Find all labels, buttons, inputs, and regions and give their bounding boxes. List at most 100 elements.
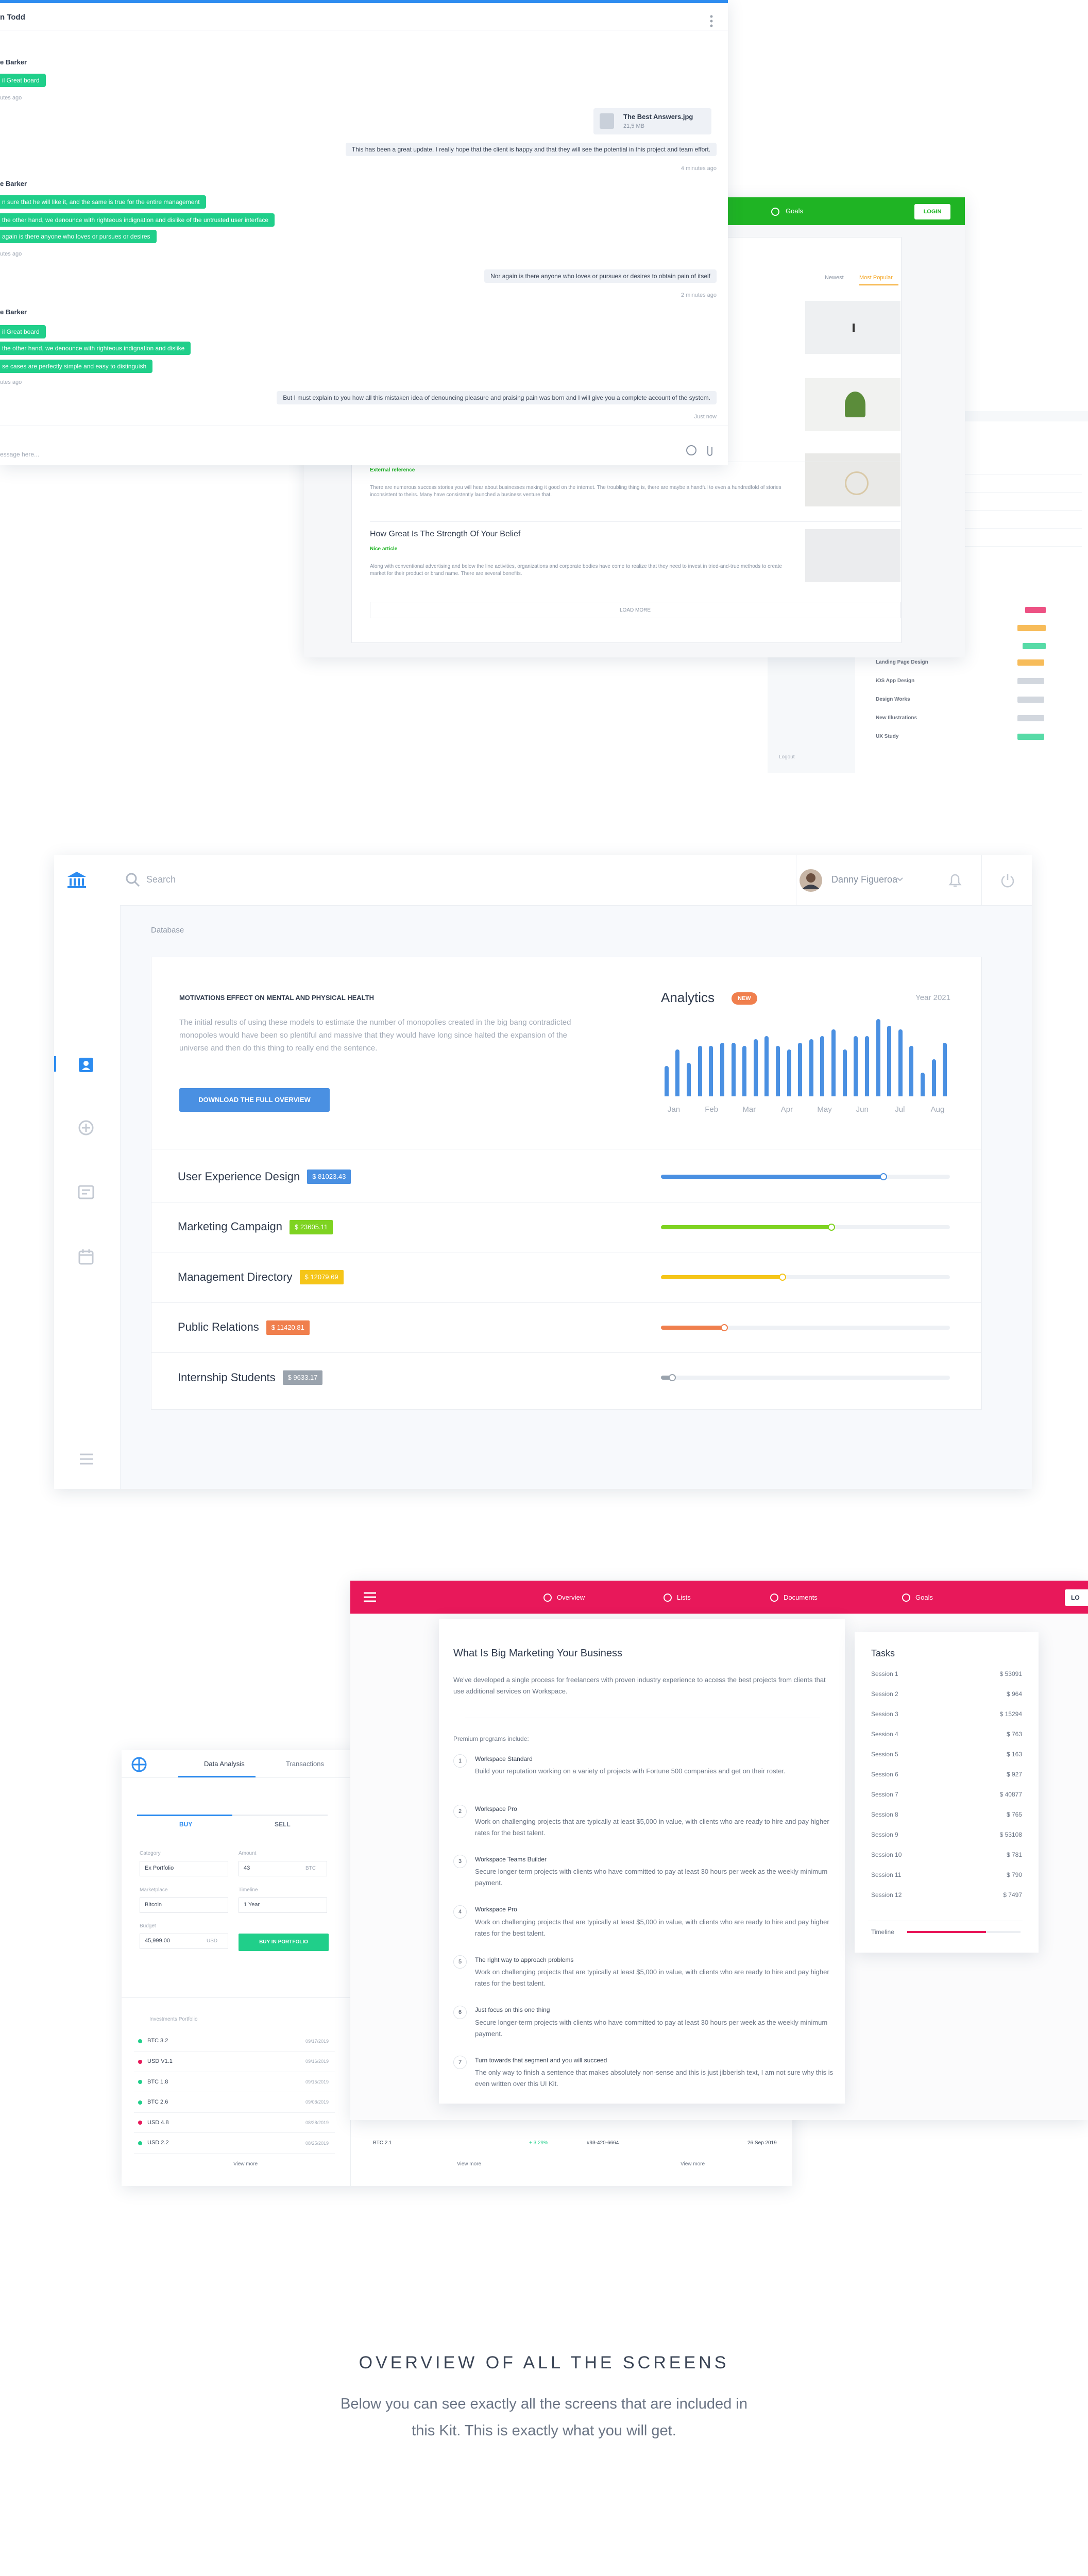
month-label: Jan: [667, 1105, 681, 1114]
program-text: Secure longer-term projects with clients…: [475, 2018, 828, 2038]
tab[interactable]: Transactions: [286, 1760, 324, 1768]
message-time: utes ago: [0, 95, 22, 101]
nav-item[interactable]: Goals: [786, 207, 803, 215]
nav-item[interactable]: Overview: [557, 1594, 585, 1602]
table-row-line: [855, 510, 1082, 511]
asset-date: 09/16/2019: [305, 2059, 329, 2064]
article-intro: We've developed a single process for fre…: [453, 1676, 826, 1695]
field-value: 1 Year: [244, 1902, 260, 1908]
nav-item[interactable]: Lists: [677, 1594, 691, 1602]
tab[interactable]: Data Analysis: [204, 1760, 245, 1768]
program-text: Secure longer-term projects with clients…: [475, 1868, 828, 1887]
field-box[interactable]: [239, 1861, 327, 1876]
task-name: Session 9: [871, 1831, 898, 1838]
message-bubble: se cases are perfectly simple and easy t…: [0, 360, 153, 373]
status-pill: [1017, 678, 1044, 684]
sell-tab[interactable]: SELL: [275, 1820, 291, 1828]
analytics-bar: [675, 1049, 680, 1096]
article-tag: External reference: [370, 467, 415, 473]
task-value: $ 40877: [999, 1790, 1022, 1798]
field-box[interactable]: [140, 1861, 228, 1876]
login-button[interactable]: LOGIN: [914, 204, 950, 219]
table-row-line: [855, 528, 1082, 529]
chevron[interactable]: [896, 877, 904, 882]
marketing-panel: Overview Lists Documents Goals LO What Is Big…: [350, 1581, 1088, 2120]
amount-badge: $ 23605.11: [289, 1219, 333, 1234]
topbar: [120, 855, 1032, 906]
status-dot: [138, 2100, 142, 2105]
view-more-link[interactable]: View more: [233, 2161, 258, 2167]
menu-icon[interactable]: [363, 1592, 377, 1602]
menu-icon[interactable]: [79, 1453, 94, 1465]
sender-name: e Barker: [0, 58, 27, 66]
amount-badge: $ 12079.69: [299, 1270, 344, 1284]
nav-icon[interactable]: [77, 1056, 95, 1074]
nav-icon: [543, 1594, 552, 1602]
buy-tab[interactable]: BUY: [179, 1820, 193, 1828]
task-name: Session 2: [871, 1690, 898, 1698]
nav-icon[interactable]: [77, 1119, 95, 1137]
load-more-button[interactable]: LOAD MORE: [370, 602, 900, 618]
analytics-bar: [820, 1036, 825, 1096]
row-divider: [134, 2153, 335, 2154]
search-input[interactable]: Search: [146, 874, 176, 885]
task-value: $ 163: [1006, 1750, 1022, 1758]
download-button[interactable]: DOWNLOAD THE FULL OVERVIEW: [179, 1088, 330, 1112]
analytics-bar: [775, 1046, 780, 1096]
nav-icon[interactable]: [77, 1183, 95, 1201]
view-more-link[interactable]: View more: [681, 2161, 705, 2167]
tab[interactable]: Newest: [825, 275, 844, 281]
status-pill: [1017, 659, 1044, 666]
asset-date: 08/25/2019: [305, 2140, 329, 2146]
analytics-bar: [720, 1042, 724, 1096]
menu-icon[interactable]: [709, 14, 714, 28]
program-title: Workspace Pro: [475, 1805, 517, 1813]
task-value: $ 781: [1006, 1851, 1022, 1858]
message-input[interactable]: essage here...: [0, 450, 40, 458]
row-name: Internship Students: [178, 1370, 276, 1384]
view-more-link[interactable]: View more: [457, 2161, 482, 2167]
avatar[interactable]: [799, 869, 823, 892]
status-pill: [1017, 715, 1044, 721]
logout-link[interactable]: Logout: [779, 754, 795, 760]
file-thumb: [600, 113, 614, 129]
nav-icon[interactable]: [77, 1248, 95, 1266]
amount-badge: $ 11420.81: [266, 1320, 310, 1335]
task-value: $ 964: [1006, 1690, 1022, 1698]
buy-button[interactable]: BUY IN PORTFOLIO: [239, 1934, 329, 1951]
asset-name: USD V1.1: [147, 2058, 173, 2064]
asset-name: USD 4.8: [147, 2119, 169, 2126]
nav-item[interactable]: Goals: [915, 1594, 933, 1602]
message-bubble: the other hand, we denounce with righteo…: [0, 342, 191, 355]
field-label: Marketplace: [140, 1887, 168, 1893]
message-time: 2 minutes ago: [681, 292, 717, 299]
task-value: $ 53108: [999, 1831, 1022, 1838]
project-name: iOS App Design: [876, 678, 915, 684]
analytics-bar: [753, 1039, 758, 1096]
logo[interactable]: [131, 1756, 147, 1773]
file-size: 21,5 MB: [623, 123, 644, 130]
user-name[interactable]: Danny Figueroa: [831, 874, 898, 885]
tab[interactable]: Most Popular: [859, 275, 893, 281]
divider: [137, 1815, 328, 1816]
login-button[interactable]: LO: [1065, 1589, 1088, 1606]
field-box[interactable]: [140, 1934, 228, 1949]
power-icon[interactable]: [1000, 872, 1015, 889]
progress-fill: [661, 1225, 831, 1229]
nav-item[interactable]: Documents: [784, 1594, 818, 1602]
field-box[interactable]: [140, 1897, 228, 1913]
project-name: Landing Page Design: [876, 659, 928, 665]
input-icons[interactable]: [685, 444, 716, 456]
project-pill: [1023, 643, 1046, 649]
field-box[interactable]: [239, 1897, 327, 1913]
nav-icon: [902, 1594, 910, 1602]
bell-icon[interactable]: [947, 872, 963, 889]
message-bubble: again is there anyone who loves or pursu…: [0, 230, 157, 243]
article-title[interactable]: How Great Is The Strength Of Your Belief: [370, 530, 521, 539]
article-card: [439, 1619, 845, 2104]
month-label: Feb: [705, 1105, 719, 1114]
logo[interactable]: [66, 871, 87, 889]
asset-name: BTC 3.2: [147, 2038, 168, 2044]
analytics-bar: [764, 1036, 769, 1096]
article-title: What Is Big Marketing Your Business: [453, 1648, 622, 1659]
